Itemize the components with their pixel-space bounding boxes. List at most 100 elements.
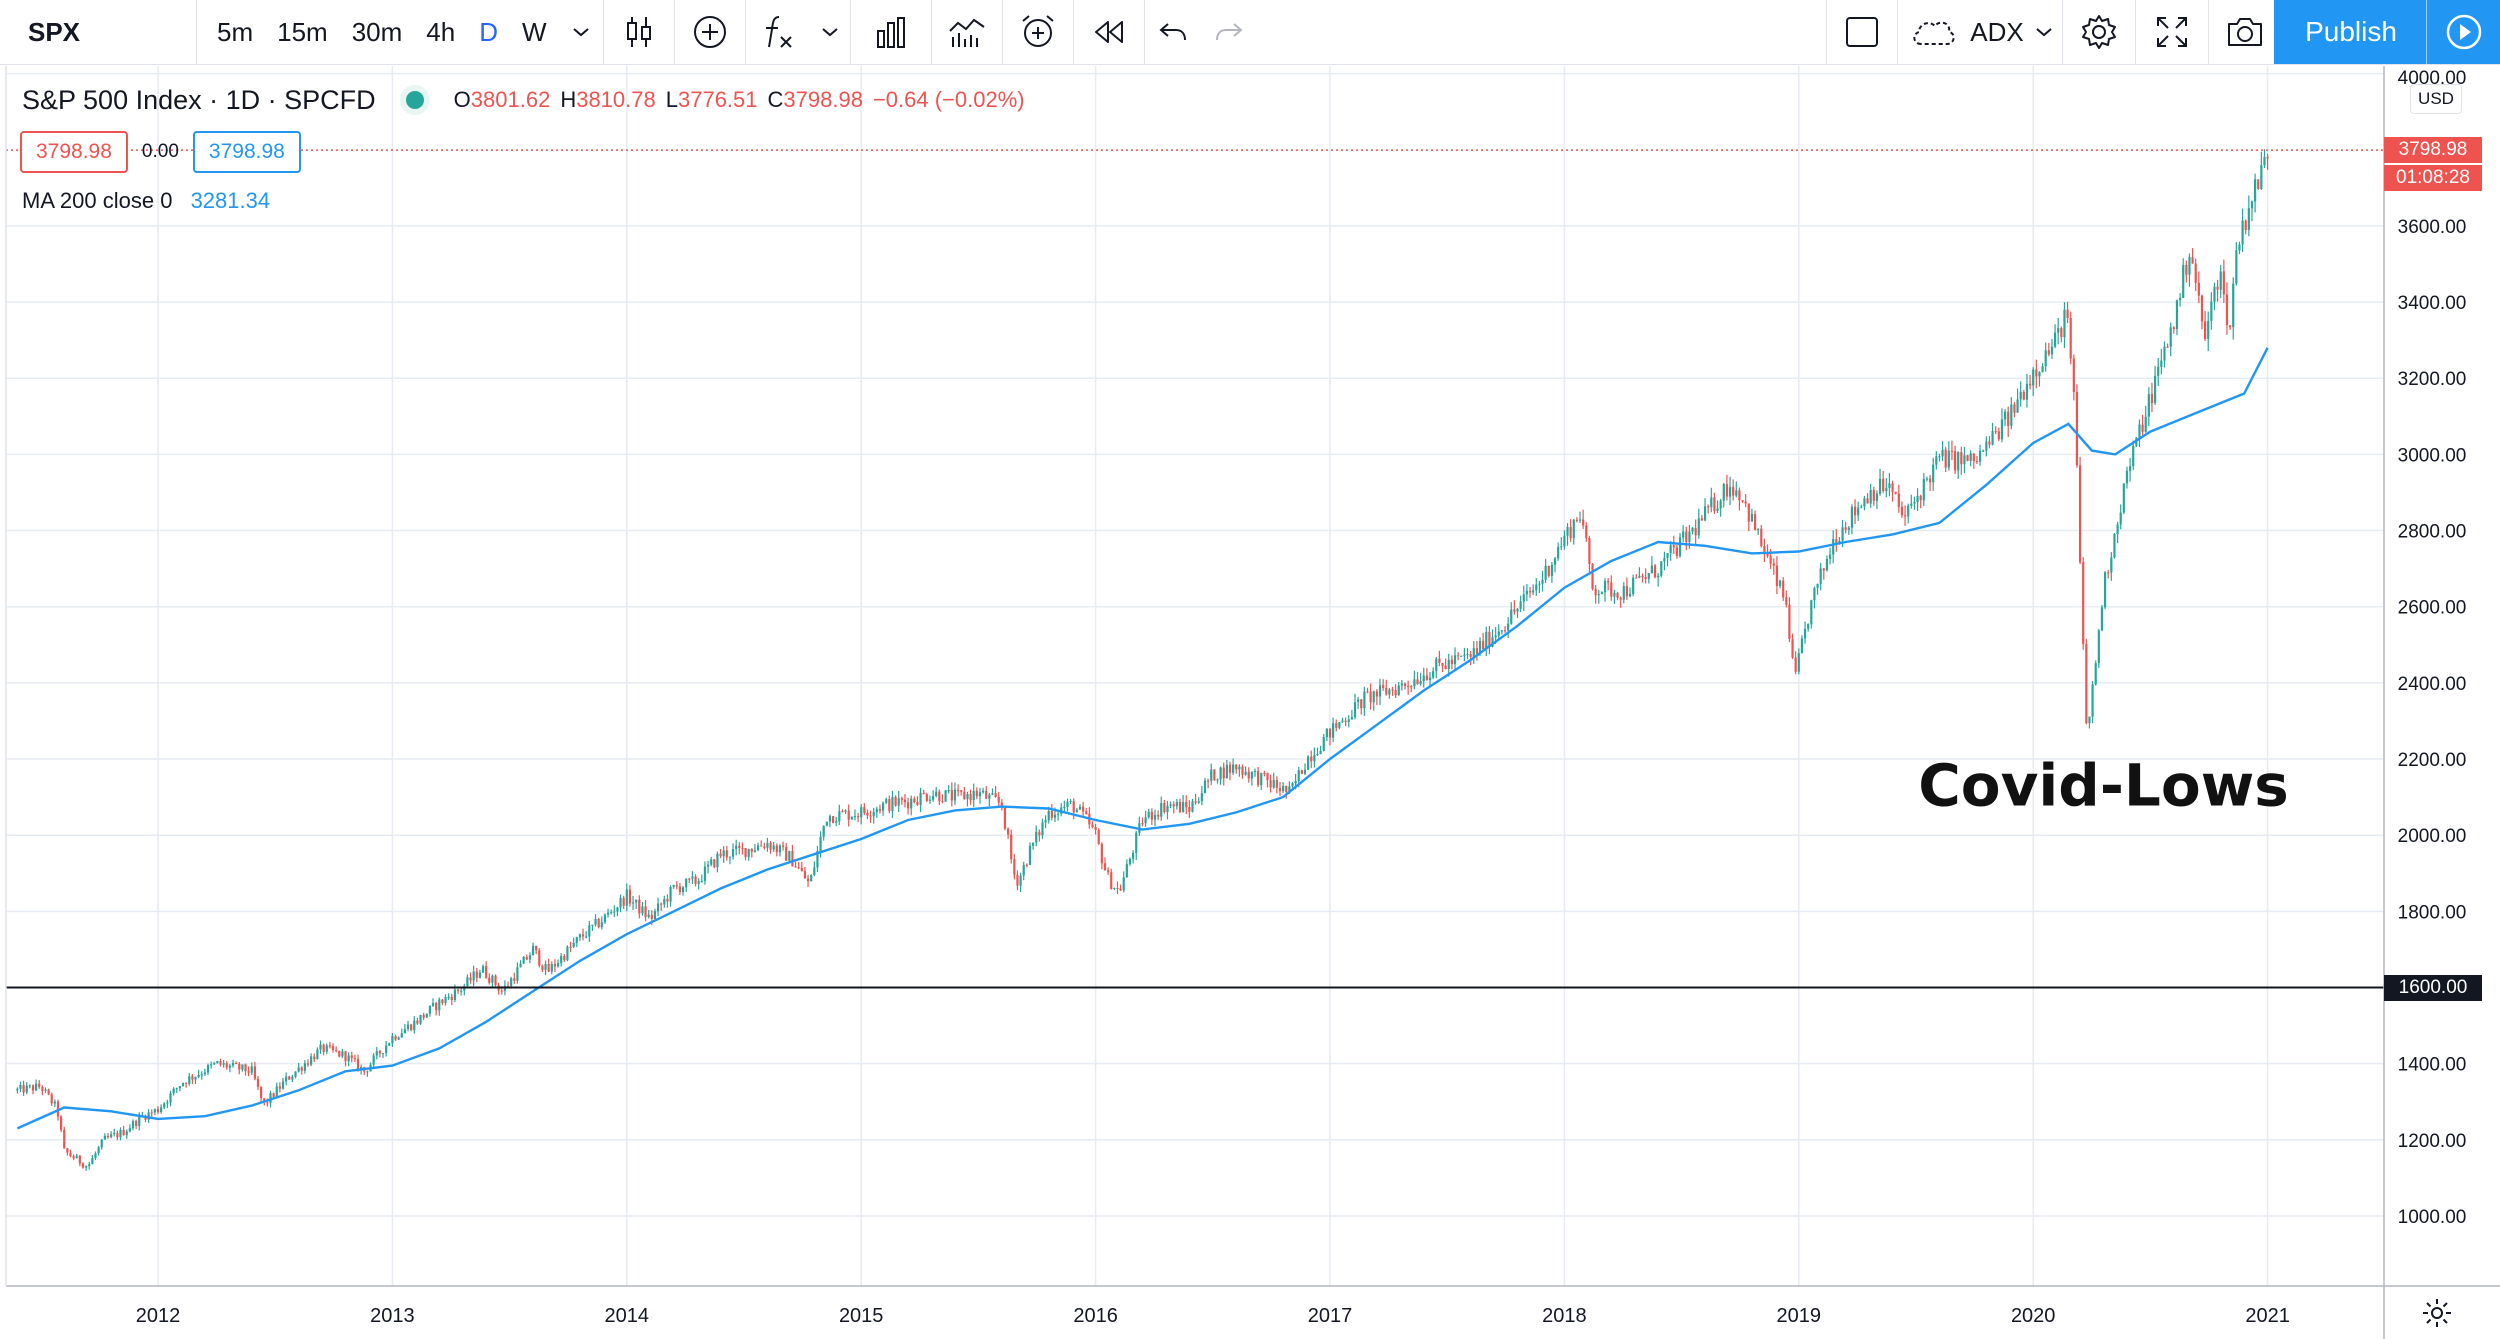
x-tick-label: 2018 (1542, 1305, 1587, 1327)
candle (1169, 801, 1172, 809)
interval-1d-button[interactable]: D (479, 16, 498, 47)
candle-body (2250, 201, 2254, 209)
toolbar-divider (2208, 0, 2209, 64)
price-chart[interactable]: 2012 2013 2014 2015 2016 2017 2018 2019 2020 2021… (0, 65, 2500, 1339)
candle-body (750, 849, 753, 852)
compare-symbol-button[interactable] (675, 0, 745, 64)
candle (1450, 655, 1453, 670)
saved-layout-name[interactable]: ADX (1970, 16, 2024, 47)
covid-lows-annotation[interactable]: Covid-Lows (1918, 752, 2289, 820)
candle-body (731, 849, 735, 857)
candle (1482, 632, 1485, 651)
layout-button[interactable] (1827, 0, 1897, 64)
candle (1738, 487, 1741, 511)
sell-price-button[interactable]: 3798.98 (20, 131, 128, 173)
candle-body (1519, 601, 1522, 609)
candle (1644, 568, 1647, 584)
candle-body (216, 1061, 219, 1064)
candle (1666, 553, 1669, 567)
candle (1725, 474, 1729, 501)
candle-body (850, 816, 853, 820)
candle (844, 809, 847, 814)
candle-body (1888, 483, 1891, 489)
candle (669, 885, 672, 907)
candle (1344, 717, 1347, 727)
cloud-save-button[interactable] (1898, 0, 1968, 64)
candle (656, 897, 660, 917)
legend-title[interactable]: S&P 500 Index · 1D · SPCFD (22, 84, 376, 115)
candle (2144, 405, 2147, 433)
candle (785, 843, 788, 861)
candle (1947, 441, 1950, 471)
candle-body (588, 925, 591, 937)
toolbar-divider (1826, 0, 1827, 64)
indicators-dropdown-button[interactable] (810, 0, 850, 64)
settings-button[interactable] (2063, 0, 2135, 64)
candle-body (235, 1062, 238, 1064)
symbol-search-button[interactable]: SPX (28, 16, 81, 47)
candle-body (1031, 842, 1035, 846)
candle-body (1607, 581, 1610, 583)
chart-settings-button[interactable] (2420, 1296, 2454, 1335)
interval-5m-button[interactable]: 5m (217, 16, 254, 47)
interval-4h-button[interactable]: 4h (426, 16, 456, 47)
candle-body (1200, 793, 1203, 802)
candle (69, 1149, 72, 1158)
candle (1432, 667, 1435, 680)
undo-button[interactable] (1145, 0, 1201, 64)
candle (594, 913, 597, 927)
candle (1472, 641, 1475, 665)
candle-body (1213, 769, 1216, 781)
y-tick-label: 3600.00 (2398, 217, 2467, 238)
layout-icon (1846, 17, 1878, 47)
candle-body (1597, 594, 1600, 596)
indicators-button[interactable] (746, 0, 810, 64)
candle (1303, 763, 1307, 776)
candle (1685, 526, 1688, 551)
candle (713, 858, 716, 869)
candle-body (2107, 572, 2110, 574)
candle-body (1035, 831, 1038, 843)
candle-body (1260, 772, 1263, 786)
interval-1w-button[interactable]: W (521, 16, 547, 47)
layout-dropdown-button[interactable] (2026, 0, 2062, 64)
interval-30m-button[interactable]: 30m (351, 16, 403, 47)
candle (569, 941, 572, 953)
candle (1382, 679, 1385, 691)
financials-button[interactable] (851, 0, 931, 64)
interval-15m-button[interactable]: 15m (277, 16, 328, 47)
fullscreen-button[interactable] (2136, 0, 2208, 64)
publish-video-button[interactable] (2427, 13, 2500, 51)
candle-body (391, 1036, 394, 1044)
candle (1744, 494, 1747, 508)
interval-dropdown-button[interactable] (559, 0, 603, 64)
bar-replay-button[interactable] (1074, 0, 1144, 64)
buy-price-button[interactable]: 3798.98 (192, 131, 301, 173)
candle (122, 1125, 125, 1136)
currency-label[interactable]: USD (2410, 84, 2462, 114)
market-status-icon[interactable] (405, 91, 424, 109)
chart-type-button[interactable] (604, 0, 674, 64)
candle-body (838, 811, 841, 822)
candle-body (544, 964, 547, 970)
chevron-down-icon (821, 28, 838, 37)
ma-legend-label[interactable]: MA 200 close 0 (22, 188, 173, 213)
candle (547, 958, 550, 973)
candle-body (1038, 831, 1041, 836)
buy-sell-row: 3798.98 0.00 3798.98 (20, 131, 301, 173)
candle (1519, 595, 1522, 613)
candle-body (1760, 528, 1763, 547)
candle-body (585, 936, 588, 938)
chart-axes: 2012 2013 2014 2015 2016 2017 2018 2019 2020 2021… (5, 66, 2500, 1339)
candle-body (1075, 809, 1078, 813)
candle (2103, 571, 2107, 610)
candle (763, 842, 766, 850)
snapshot-button[interactable] (2209, 0, 2281, 64)
candle (328, 1041, 331, 1049)
redo-button[interactable] (1201, 0, 1257, 64)
candle-body (1428, 677, 1432, 681)
alert-button[interactable] (1003, 0, 1073, 64)
candle-body (1678, 537, 1682, 556)
indicator-templates-button[interactable] (932, 0, 1002, 64)
publish-button[interactable]: Publish (2274, 0, 2500, 64)
